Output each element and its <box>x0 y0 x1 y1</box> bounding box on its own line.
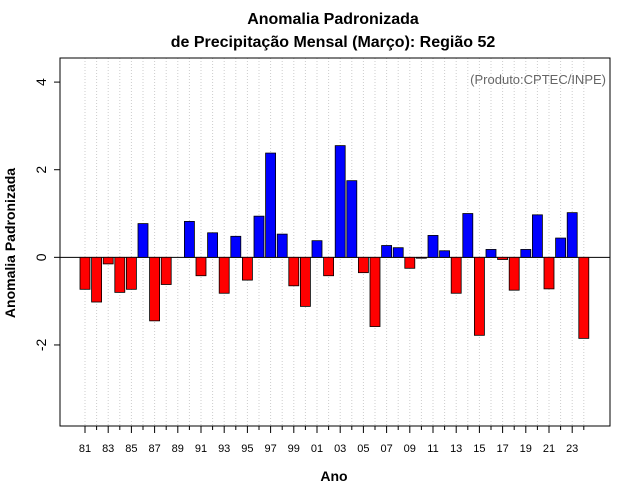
chart-title: Anomalia Padronizada <box>247 11 419 28</box>
bar-84 <box>114 256 126 293</box>
bar-20 <box>532 214 543 258</box>
bar-09 <box>404 256 416 269</box>
x-tick-label: 21 <box>543 443 555 455</box>
x-axis: 81 83 85 87 89 91 93 95 97 99 01 03 05 07 09 11 13 15 17 19… <box>79 426 585 455</box>
bar-01 <box>311 240 323 258</box>
bar-10 <box>415 256 427 259</box>
bar-93 <box>218 256 230 294</box>
y-axis: -2 0 2 4 <box>33 78 60 351</box>
bar-24 <box>578 256 590 339</box>
bar-00 <box>299 256 311 307</box>
y-tick-label: 4 <box>33 78 49 86</box>
x-tick-label: 97 <box>264 443 276 455</box>
bar-15 <box>473 256 485 336</box>
bars <box>79 145 590 339</box>
bar-08 <box>392 247 404 258</box>
x-tick-label: 17 <box>496 443 508 455</box>
x-tick-label: 19 <box>520 443 532 455</box>
x-tick-label: 83 <box>102 443 114 455</box>
y-tick-label: 2 <box>33 166 49 174</box>
bar-03 <box>334 145 346 258</box>
x-tick-label: 13 <box>450 443 462 455</box>
bar-21 <box>543 256 555 290</box>
grid-lines <box>84 58 585 426</box>
x-tick-label: 91 <box>195 443 207 455</box>
x-tick-label: 03 <box>334 443 346 455</box>
bar-91 <box>195 256 207 277</box>
x-tick-label: 95 <box>241 443 253 455</box>
bar-97 <box>265 152 277 258</box>
bar-17 <box>497 256 509 260</box>
bar-98 <box>276 233 288 258</box>
bar-99 <box>288 256 300 287</box>
bar-02 <box>323 256 335 277</box>
bar-83 <box>102 256 114 265</box>
x-tick-label: 85 <box>125 443 137 455</box>
x-axis-label: Ano <box>320 468 347 484</box>
y-axis-label: Anomalia Padronizada <box>2 168 18 318</box>
x-tick-label: 11 <box>427 443 438 455</box>
x-tick-label: 23 <box>566 443 578 455</box>
x-tick-label: 81 <box>79 443 91 455</box>
plot-frame <box>59 57 611 427</box>
y-tick-label: -2 <box>33 339 49 352</box>
x-tick-label: 15 <box>473 443 485 455</box>
bar-18 <box>508 256 520 291</box>
bar-16 <box>485 249 497 258</box>
source-annotation: (Produto:CPTEC/INPE) <box>470 72 606 87</box>
x-tick-label: 93 <box>218 443 230 455</box>
x-tick-label: 09 <box>404 443 416 455</box>
bar-94 <box>230 235 242 258</box>
bar-19 <box>520 249 532 258</box>
bar-85 <box>126 256 137 290</box>
bar-82 <box>91 256 102 303</box>
bar-90 <box>183 221 195 258</box>
x-tick-label: 89 <box>172 443 184 455</box>
bar-92 <box>207 232 219 258</box>
bar-96 <box>253 215 265 258</box>
bar-86 <box>137 223 149 258</box>
x-tick-label: 05 <box>357 443 369 455</box>
bar-95 <box>241 256 253 281</box>
bar-22 <box>555 237 566 258</box>
bar-14 <box>462 213 474 258</box>
x-tick-label: 01 <box>311 443 323 455</box>
chart-subtitle: de Precipitação Mensal (Março): Região 5… <box>171 34 496 51</box>
y-tick-label: 0 <box>33 253 49 261</box>
x-tick-label: 07 <box>380 443 392 455</box>
bar-12 <box>439 250 451 258</box>
bar-87 <box>149 256 161 322</box>
bar-11 <box>427 235 439 258</box>
bar-06 <box>369 256 381 327</box>
x-tick-label: 87 <box>148 443 160 455</box>
bar-88 <box>160 256 172 285</box>
x-tick-label: 99 <box>288 443 300 455</box>
bar-23 <box>566 212 578 258</box>
bar-04 <box>346 180 358 258</box>
bar-07 <box>381 245 393 258</box>
bar-05 <box>357 256 369 274</box>
bar-13 <box>450 256 462 294</box>
bar-81 <box>79 256 91 290</box>
